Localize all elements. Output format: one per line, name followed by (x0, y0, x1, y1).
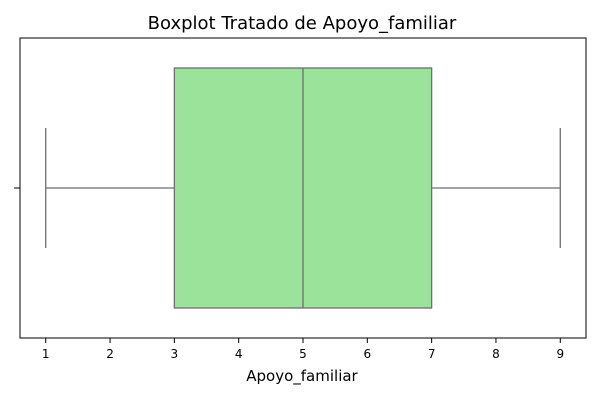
box-layer (45, 67, 561, 309)
x-axis-label: Apoyo_familiar (246, 367, 358, 386)
x-tick-label: 9 (556, 347, 564, 361)
x-axis: 1 2 3 4 5 6 7 8 9 (42, 338, 564, 361)
x-tick-label: 2 (106, 347, 114, 361)
x-tick-label: 8 (492, 347, 500, 361)
x-tick-label: 4 (235, 347, 243, 361)
x-tick-label: 3 (171, 347, 179, 361)
x-tick-label: 5 (299, 347, 307, 361)
chart-title: Boxplot Tratado de Apoyo_familiar (148, 13, 457, 34)
x-tick-label: 7 (428, 347, 436, 361)
x-tick-label: 1 (42, 347, 50, 361)
x-tick-label: 6 (363, 347, 371, 361)
